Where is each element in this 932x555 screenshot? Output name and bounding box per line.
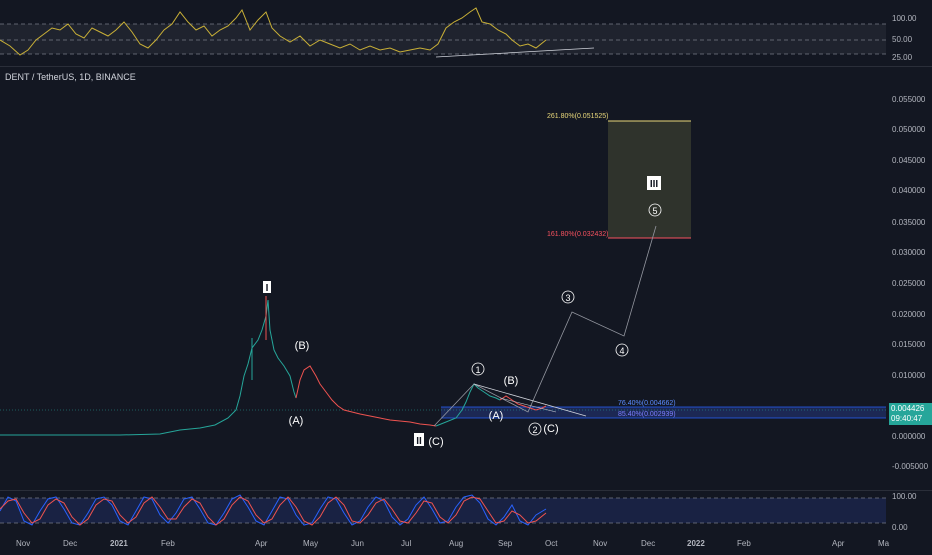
stoch-axis-label: 0.00 [892,523,908,532]
stoch-k-line [0,494,547,526]
time-axis-label: Nov [593,539,607,548]
price-axis-label: 0.025000 [892,279,926,288]
stoch-axis-label: 100.00 [892,492,917,501]
rsi-axis-label: 25.00 [892,53,913,62]
stoch-chart: 100.00 0.00 [0,492,917,532]
price-axis-label: 0.030000 [892,248,926,257]
rsi-line [0,7,547,56]
wave-label-4: 4 [619,346,624,356]
stoch-pane[interactable]: 100.00 0.00 [0,491,932,535]
time-axis-label: Jun [351,539,364,548]
wave-label-2: 2 [532,425,537,435]
price-axis-label: 0.055000 [892,95,926,104]
wave-projection-line [433,225,657,427]
rsi-chart: 100.00 50.00 25.00 [0,7,917,62]
time-axis-label: Aug [449,539,463,548]
wave-label-5: 5 [652,206,657,216]
time-axis[interactable]: Nov Dec 2021 Feb Apr May Jun Jul Aug Sep… [0,535,932,550]
rsi-band [0,24,886,54]
rsi-axis-label: 100.00 [892,14,917,23]
wave-label-I: I [266,283,269,294]
pane-divider [0,490,932,491]
fib-top-label: 261.80%(0.051525) [547,113,609,120]
wave-label-C2: (C) [543,423,558,435]
price-axis: 0.055000 0.050000 0.045000 0.040000 0.03… [892,95,929,471]
time-axis-label: 2022 [687,539,705,548]
time-axis-label: Dec [641,539,655,548]
fib-retr-lower-label: 85.40%(0.002939) [618,411,676,418]
wave-label-B2: (B) [504,375,519,387]
pane-divider [0,66,932,67]
time-axis-label: Sep [498,539,513,548]
time-axis-label: Dec [63,539,77,548]
triangle-lower-line [499,397,557,413]
fib-bottom-label: 161.80%(0.032432) [547,231,609,238]
price-axis-label: 0.010000 [892,371,926,380]
wave-label-B: (B) [295,340,310,352]
fib-retracement-zone[interactable] [441,407,886,418]
rsi-pane[interactable]: 100.00 50.00 25.00 [0,0,932,66]
last-price-tag: 0.004426 09:40:47 [889,403,932,425]
wave-label-III: III [650,179,659,190]
price-axis-label: 0.015000 [892,340,926,349]
price-axis-label: 0.000000 [892,432,926,441]
candles [0,296,547,436]
wave-label-II: II [416,436,422,447]
symbol-title: DENT / TetherUS, 1D, BINANCE [5,72,136,82]
time-axis-label: Ma [878,539,890,548]
time-axis-label: Apr [832,539,845,548]
price-axis-label: 0.050000 [892,125,926,134]
fib-retr-upper-label: 76.40%(0.004662) [618,400,676,407]
time-axis-label: Feb [737,539,751,548]
wave-label-3: 3 [565,293,570,303]
rsi-axis-label: 50.00 [892,35,913,44]
time-axis-label: Oct [545,539,558,548]
price-axis-label: 0.045000 [892,156,926,165]
wave-label-C: (C) [428,436,443,448]
time-axis-label: May [303,539,318,548]
triangle-upper-line [473,383,587,417]
rsi-divergence-line [435,47,595,58]
time-axis-label: Jul [401,539,411,548]
wave-label-A: (A) [289,415,304,427]
time-axis-label: Nov [16,539,30,548]
time-axis-label: 2021 [110,539,128,548]
price-axis-label: 0.020000 [892,310,926,319]
price-axis-label: 0.035000 [892,218,926,227]
time-axis-label: Feb [161,539,175,548]
bar-countdown: 09:40:47 [891,414,923,423]
wave-label-1: 1 [475,365,480,375]
price-axis-label: -0.005000 [892,462,929,471]
wave-label-A2: (A) [489,410,504,422]
price-axis-label: 0.040000 [892,186,926,195]
stoch-d-line [0,496,547,526]
last-price: 0.004426 [891,404,925,413]
time-axis-label: Apr [255,539,268,548]
